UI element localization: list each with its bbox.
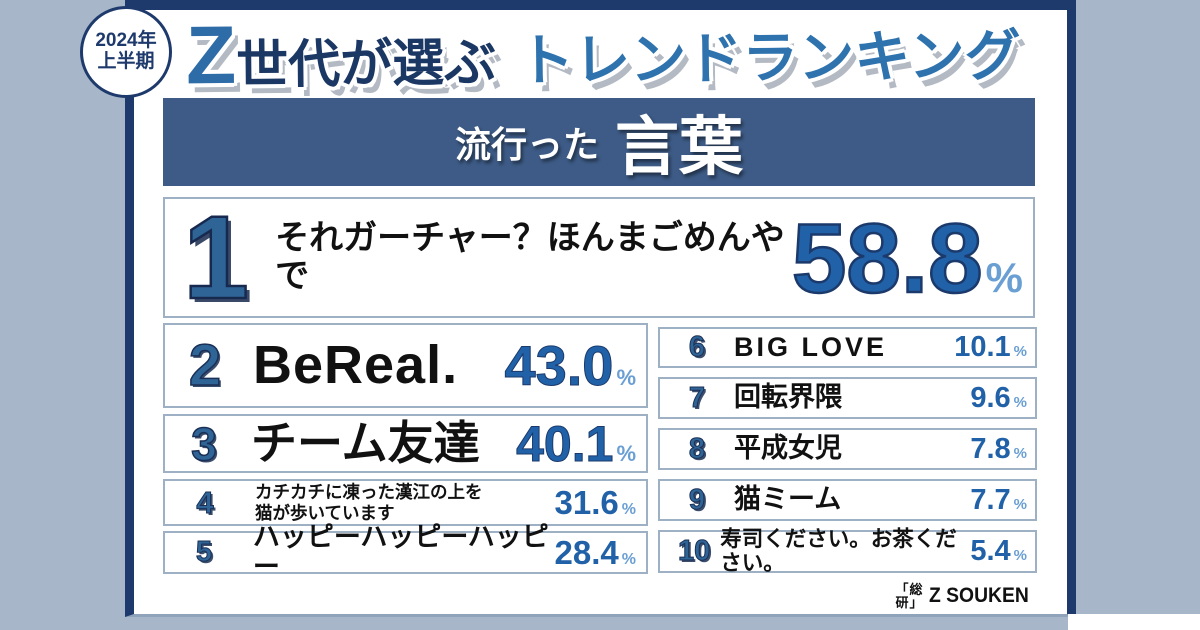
rank-value: 28.4: [554, 534, 619, 571]
rank-value: 7.7: [970, 483, 1011, 516]
period-badge: 2024年 上半期: [80, 6, 172, 98]
rank-number: 8: [688, 432, 706, 465]
rank-number: 5: [195, 536, 213, 568]
rank-value-group: 10.1 %: [954, 333, 1027, 362]
title-dark-part: 世代が選ぶ: [235, 34, 497, 95]
rank-value: 5.4: [970, 535, 1011, 567]
rank-value: 40.1: [516, 415, 614, 472]
period-half: 上半期: [97, 51, 155, 72]
rank-value-group: 40.1 %: [516, 415, 636, 472]
header: 2024年 上半期 Z 世代が選ぶ トレンドランキング: [80, 6, 1021, 101]
page-title: Z 世代が選ぶ トレンドランキング: [185, 7, 1021, 102]
rank-label: 回転界隈: [734, 382, 842, 413]
percent-sign: %: [616, 440, 636, 466]
percent-sign: %: [621, 551, 636, 568]
rank-label-line2: 猫が歩いています: [255, 502, 395, 523]
rank-value-group: 43.0 %: [504, 333, 636, 397]
percent-sign: %: [1013, 343, 1027, 360]
rank-value: 7.8: [970, 432, 1011, 465]
category-banner: 流行った 言葉: [163, 98, 1035, 186]
banner-category: 言葉: [615, 111, 743, 183]
rank-value-group: 7.8 %: [970, 432, 1027, 465]
rank-row-1: 1 それガーチャー？ほんまごめんやで 58.8 %: [163, 197, 1035, 318]
rank-label: 平成女児: [734, 433, 842, 464]
rank-value-group: 58.8 %: [791, 202, 1023, 313]
z-souken-logo-text: Z SOUKEN: [929, 584, 1030, 607]
rank-label: 猫ミーム: [734, 484, 842, 515]
logo-mark-bottom: 研」: [895, 595, 924, 610]
rank-label: BeReal.: [253, 334, 459, 395]
rank-row-7: 7 回転界隈 9.6 %: [658, 377, 1037, 419]
percent-sign: %: [1013, 547, 1027, 564]
percent-sign: %: [1013, 444, 1027, 462]
bottom-right-patch: [1068, 614, 1200, 630]
rank-number: 2: [188, 332, 222, 398]
rank-value: 31.6: [554, 484, 619, 521]
rank-number: 6: [688, 331, 706, 363]
rank-label: それガーチャー？ほんまごめんやで: [275, 219, 785, 295]
rank-number: 9: [688, 483, 706, 516]
percent-sign: %: [1013, 393, 1027, 411]
z-souken-logo: 「総 研」 Z SOUKEN: [880, 580, 1038, 612]
rank-row-9: 9 猫ミーム 7.7 %: [658, 479, 1037, 521]
rank-number: 3: [190, 417, 217, 470]
rank-value-group: 9.6 %: [970, 381, 1027, 414]
z-souken-logo-mark: 「総 研」: [895, 583, 923, 609]
rank-label: カチカチに凍った漢江の上を 猫が歩いています: [255, 482, 483, 524]
rank-row-8: 8 平成女児 7.8 %: [658, 428, 1037, 470]
rank-label: 寿司ください。お茶ください。: [720, 526, 957, 575]
rank-value: 10.1: [954, 331, 1011, 363]
percent-sign: %: [621, 501, 636, 518]
rank-value-group: 7.7 %: [970, 483, 1027, 516]
rank-row-6: 6 BIG LOVE 10.1 %: [658, 327, 1037, 368]
rank-value: 9.6: [970, 381, 1011, 414]
rank-label: ハッピーハッピーハッピー: [252, 521, 549, 582]
title-light-part: トレンドランキング: [517, 23, 1021, 92]
rank-row-3: 3 チーム友達 40.1 %: [163, 414, 648, 473]
rank-row-2: 2 BeReal. 43.0 %: [163, 323, 648, 408]
banner-prefix: 流行った: [454, 124, 599, 165]
rank-row-5: 5 ハッピーハッピーハッピー 28.4 %: [163, 522, 648, 581]
logo-mark-top: 「総: [895, 582, 924, 597]
percent-sign: %: [1013, 495, 1027, 513]
rank-row-10: 10 寿司ください。お茶ください。 5.4 %: [658, 526, 1037, 575]
rank-number: 4: [196, 485, 214, 520]
rank-row-4: 4 カチカチに凍った漢江の上を 猫が歩いています 31.6 %: [163, 479, 648, 526]
rank-label: チーム友達: [251, 417, 480, 470]
rank-number: 7: [688, 381, 706, 414]
rank-value-group: 5.4 %: [970, 537, 1027, 566]
percent-sign: %: [616, 364, 636, 390]
period-year: 2024年: [95, 30, 157, 52]
rank-number: 10: [677, 535, 711, 567]
rank-value: 43.0: [504, 333, 614, 397]
percent-sign: %: [985, 253, 1023, 301]
rank-value: 58.8: [791, 202, 984, 313]
rank-number: 1: [182, 191, 250, 324]
rank-value-group: 31.6 %: [555, 486, 636, 519]
title-z: Z: [185, 9, 237, 102]
rank-label: BIG LOVE: [734, 331, 888, 362]
rank-label-line1: カチカチに凍った漢江の上を: [255, 481, 483, 502]
rank-value-group: 28.4 %: [555, 536, 636, 569]
